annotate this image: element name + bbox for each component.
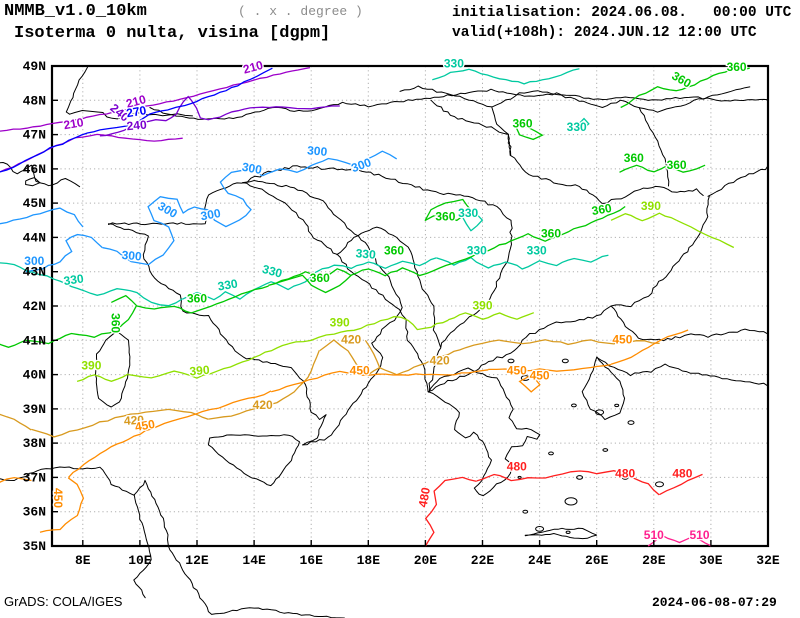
svg-text:49N: 49N xyxy=(23,59,46,74)
svg-text:330: 330 xyxy=(458,206,478,220)
svg-text:390: 390 xyxy=(330,316,350,330)
svg-text:390: 390 xyxy=(81,358,101,372)
svg-text:360: 360 xyxy=(669,69,694,91)
svg-text:20E: 20E xyxy=(414,553,438,568)
svg-text:16E: 16E xyxy=(299,553,323,568)
svg-text:40N: 40N xyxy=(23,368,46,383)
svg-text:47N: 47N xyxy=(23,128,46,143)
svg-text:45N: 45N xyxy=(23,196,46,211)
svg-text:18E: 18E xyxy=(357,553,381,568)
svg-text:26E: 26E xyxy=(585,553,609,568)
svg-text:36N: 36N xyxy=(23,505,46,520)
svg-text:35N: 35N xyxy=(23,539,46,554)
svg-text:300: 300 xyxy=(155,199,180,221)
svg-text:360: 360 xyxy=(727,60,747,74)
svg-text:42N: 42N xyxy=(23,299,46,314)
svg-text:38N: 38N xyxy=(23,436,46,451)
svg-text:330: 330 xyxy=(527,244,547,258)
svg-text:210: 210 xyxy=(62,115,84,132)
svg-text:300: 300 xyxy=(307,143,328,159)
svg-text:360: 360 xyxy=(624,151,644,165)
svg-text:510: 510 xyxy=(689,528,709,542)
svg-text:330: 330 xyxy=(467,244,487,258)
svg-text:450: 450 xyxy=(350,364,370,378)
svg-text:14E: 14E xyxy=(242,553,266,568)
svg-text:330: 330 xyxy=(261,262,284,281)
svg-text:450: 450 xyxy=(507,364,527,378)
svg-text:450: 450 xyxy=(612,333,632,347)
svg-text:330: 330 xyxy=(63,271,85,288)
svg-text:420: 420 xyxy=(341,333,361,347)
svg-text:480: 480 xyxy=(672,466,692,480)
svg-text:37N: 37N xyxy=(23,470,46,485)
svg-text:360: 360 xyxy=(384,244,404,258)
svg-text:360: 360 xyxy=(512,117,532,131)
svg-text:420: 420 xyxy=(430,353,450,367)
svg-text:480: 480 xyxy=(615,466,635,480)
svg-text:22E: 22E xyxy=(471,553,495,568)
svg-text:420: 420 xyxy=(253,398,273,412)
svg-text:480: 480 xyxy=(507,460,527,474)
svg-text:8E: 8E xyxy=(75,553,91,568)
svg-text:330: 330 xyxy=(217,276,239,293)
svg-text:12E: 12E xyxy=(185,553,209,568)
svg-text:330: 330 xyxy=(444,57,464,71)
svg-text:30E: 30E xyxy=(699,553,723,568)
svg-text:480: 480 xyxy=(416,486,433,508)
svg-text:390: 390 xyxy=(472,298,492,312)
svg-text:450: 450 xyxy=(51,488,65,508)
svg-text:300: 300 xyxy=(241,160,263,177)
svg-text:390: 390 xyxy=(641,199,661,213)
svg-text:360: 360 xyxy=(591,201,613,218)
svg-text:360: 360 xyxy=(541,226,561,240)
svg-text:46N: 46N xyxy=(23,162,46,177)
svg-text:39N: 39N xyxy=(23,402,46,417)
svg-text:41N: 41N xyxy=(23,333,46,348)
svg-text:450: 450 xyxy=(134,417,156,434)
svg-text:300: 300 xyxy=(200,206,222,223)
svg-text:32E: 32E xyxy=(756,553,780,568)
svg-text:360: 360 xyxy=(108,313,122,333)
svg-text:390: 390 xyxy=(189,363,210,379)
svg-text:450: 450 xyxy=(530,369,550,383)
svg-text:330: 330 xyxy=(355,246,376,262)
svg-text:360: 360 xyxy=(310,271,330,285)
svg-text:360: 360 xyxy=(667,158,687,172)
svg-text:360: 360 xyxy=(435,209,455,223)
svg-text:330: 330 xyxy=(567,120,587,134)
svg-text:360: 360 xyxy=(187,292,207,306)
svg-text:300: 300 xyxy=(121,248,142,264)
svg-text:10E: 10E xyxy=(128,553,152,568)
svg-text:48N: 48N xyxy=(23,93,46,108)
svg-text:24E: 24E xyxy=(528,553,552,568)
svg-text:43N: 43N xyxy=(23,265,46,280)
svg-text:44N: 44N xyxy=(23,230,46,245)
svg-text:28E: 28E xyxy=(642,553,666,568)
